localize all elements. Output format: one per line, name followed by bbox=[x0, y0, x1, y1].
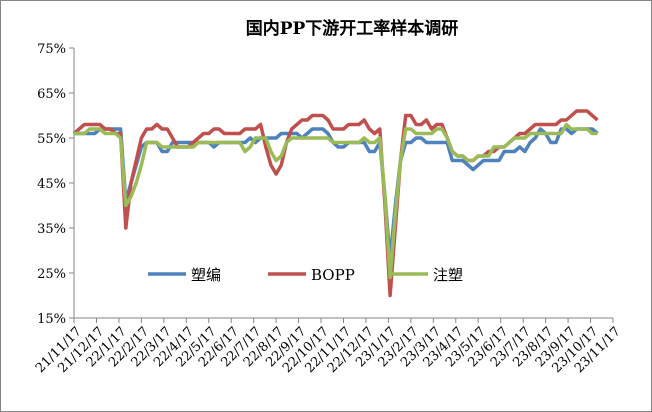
y-tick-label: 55% bbox=[37, 132, 66, 147]
y-tick-label: 25% bbox=[37, 267, 66, 282]
y-tick-label: 35% bbox=[37, 222, 66, 237]
legend-label-1: BOPP bbox=[311, 266, 355, 284]
legend: 塑编 BOPP 注塑 bbox=[148, 266, 463, 284]
series-line-0 bbox=[74, 127, 599, 262]
legend-label-0: 塑编 bbox=[191, 266, 221, 284]
legend-label-2: 注塑 bbox=[433, 266, 463, 284]
y-tick-label: 65% bbox=[37, 87, 66, 102]
series-lines bbox=[72, 109, 599, 298]
y-tick-label: 45% bbox=[37, 177, 66, 192]
series-line-2 bbox=[74, 122, 598, 280]
y-tick-label: 75% bbox=[37, 42, 66, 57]
y-tick-label: 15% bbox=[37, 312, 66, 327]
chart-title: 国内PP下游开工率样本调研 bbox=[246, 18, 459, 39]
